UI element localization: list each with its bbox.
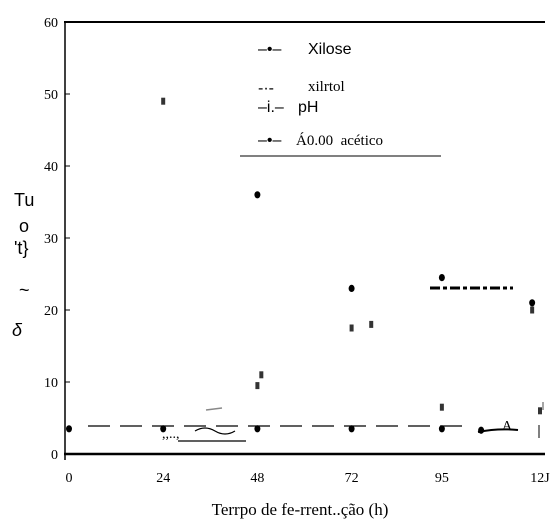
y-tick-label: 20 [44,304,58,319]
x-tick-label: 48 [250,471,264,486]
y-label-fragment-5: δ [12,320,23,340]
legend-label-xilose: Xilose [308,41,352,58]
legend-label-ph: pH [298,99,318,116]
print-artifacts: ,,.., A [88,286,544,442]
y-ticks: 0 10 20 30 40 50 60 [44,16,70,463]
faint-mark-1 [205,407,223,411]
y-tick-label: 0 [51,448,58,463]
data-point [438,274,445,282]
data-point [160,425,167,433]
y-tick-label: 40 [44,160,58,175]
data-point [348,425,355,433]
comma-artifact: ,,.., [162,427,180,442]
data-point [161,97,166,105]
y-tick-label: 50 [44,88,58,103]
legend-label-xilitol: xilrtol [308,79,345,95]
x-tick-label: 24 [156,471,170,486]
data-point [538,407,542,415]
y-label-fragment-4: ~ [19,280,30,300]
x-tick-label: 95 [435,471,449,486]
data-point [438,425,445,433]
data-point [369,320,374,328]
data-point [478,426,485,434]
data-point [439,403,444,411]
wave-artifact [194,427,236,435]
data-point [254,425,261,433]
y-tick-label: 30 [44,232,58,247]
x-tick-label: 0 [66,471,73,486]
x-axis-title: Terrpo de fe-rrent..ção (h) [212,500,389,519]
data-point [349,324,354,332]
legend-marker-xilitol: -·- [258,80,274,97]
y-label-fragment-1: Tu [14,190,34,210]
data-point [66,425,72,433]
y-axis-label: Tu o 't} ~ δ [12,190,34,340]
data-point [530,306,535,314]
data-point [255,382,260,390]
legend-marker-xilose: –•– [258,41,282,58]
y-label-fragment-3: 't} [14,238,28,258]
legend-label-acetico: Á0.00 acético [296,132,383,149]
x-tick-label: 72 [345,471,359,486]
data-points [66,97,542,434]
y-tick-label: 60 [44,16,58,31]
legend-marker-acetico: –•– [258,132,282,149]
legend: –•– Xilose -·- xilrtol –i.– pH –•– Á0.00… [240,41,441,157]
x-tick-label: 12J [530,471,550,486]
data-point [254,191,261,199]
y-label-fragment-2: o [19,216,29,236]
x-ticks: 0 24 48 72 95 12J [66,471,551,486]
data-point [529,299,536,307]
y-tick-label: 10 [44,376,58,391]
end-a-artifact: A [502,419,513,434]
data-point [259,371,264,379]
legend-marker-ph: –i.– [258,99,284,116]
data-point [348,284,355,292]
